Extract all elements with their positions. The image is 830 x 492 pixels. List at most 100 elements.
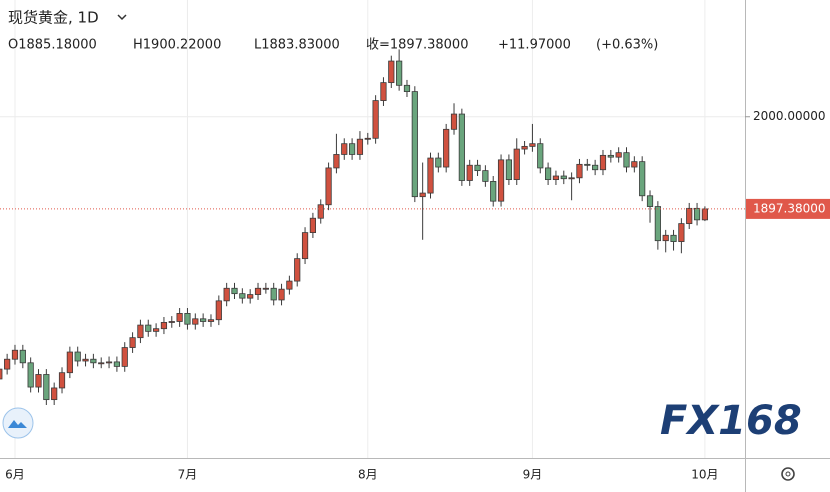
candle-body bbox=[27, 362, 34, 388]
candle-body bbox=[152, 328, 160, 332]
candle-body bbox=[247, 294, 254, 299]
candle-body bbox=[98, 362, 105, 365]
x-tick-label: 8月 bbox=[358, 468, 378, 482]
candle-body bbox=[309, 217, 317, 233]
candle-body bbox=[458, 113, 465, 181]
candle-body bbox=[4, 358, 11, 370]
candle-body bbox=[0, 368, 3, 380]
candle-body bbox=[450, 113, 458, 130]
candle-body bbox=[372, 100, 379, 139]
candle-body bbox=[184, 313, 191, 325]
watermark: FX168 bbox=[660, 398, 802, 444]
candle-body bbox=[35, 374, 42, 388]
candle-body bbox=[333, 154, 340, 169]
ohlc-low: L1883.83000 bbox=[254, 38, 340, 53]
candle-body bbox=[474, 164, 481, 172]
candle-body bbox=[529, 143, 536, 147]
candle-body bbox=[592, 164, 599, 171]
candle-body bbox=[66, 351, 73, 374]
candle-body bbox=[168, 321, 175, 323]
candle-body bbox=[82, 358, 89, 362]
candle-body bbox=[207, 319, 215, 322]
candle-body bbox=[364, 137, 371, 140]
candle-body bbox=[192, 318, 199, 325]
candle-body bbox=[497, 159, 505, 202]
candle-body bbox=[552, 175, 560, 181]
candle-body bbox=[43, 374, 50, 401]
ohlc-change: +11.97000 bbox=[498, 38, 571, 53]
candle-body bbox=[51, 387, 58, 401]
symbol-title[interactable]: 现货黄金, 1D bbox=[8, 9, 99, 27]
candle-body bbox=[443, 128, 450, 168]
candle-body bbox=[545, 167, 552, 181]
candle-body bbox=[490, 181, 497, 202]
x-tick-label: 9月 bbox=[523, 468, 543, 482]
candle-body bbox=[348, 143, 356, 155]
candle-body bbox=[317, 204, 324, 219]
candle-body bbox=[121, 347, 128, 367]
candle-body bbox=[90, 358, 97, 364]
candle-body bbox=[137, 324, 144, 339]
candle-body bbox=[482, 170, 489, 182]
candle-body bbox=[270, 287, 277, 301]
candle-body bbox=[576, 163, 583, 179]
candle-body bbox=[239, 293, 246, 299]
settings-icon[interactable] bbox=[781, 467, 795, 481]
candle-body bbox=[254, 287, 262, 295]
logo-circle bbox=[2, 407, 34, 439]
candle-body bbox=[568, 177, 575, 180]
candle-body bbox=[615, 152, 622, 158]
candle-body bbox=[105, 361, 113, 364]
candle-body bbox=[411, 91, 418, 198]
candle-body bbox=[639, 161, 646, 197]
candle-body bbox=[435, 157, 442, 168]
candle-body bbox=[584, 163, 591, 166]
candle-body bbox=[505, 159, 513, 181]
last-price-badge bbox=[746, 198, 830, 219]
candle-body bbox=[11, 349, 19, 360]
ohlc-close: 收=1897.38000 bbox=[366, 38, 468, 53]
gear-ring[interactable] bbox=[781, 467, 795, 481]
candle-body bbox=[294, 258, 301, 282]
candle-body bbox=[74, 351, 81, 362]
candle-body bbox=[599, 154, 607, 171]
last-price-label: 1897.38000 bbox=[753, 201, 826, 215]
ohlc-open: O1885.18000 bbox=[8, 38, 97, 53]
candle-body bbox=[537, 143, 544, 169]
x-tick-label: 10月 bbox=[691, 468, 718, 482]
candle-body bbox=[231, 287, 238, 295]
candle-body bbox=[19, 349, 26, 364]
grid bbox=[0, 0, 745, 458]
candle-body bbox=[693, 207, 701, 221]
dropdown-chevron[interactable] bbox=[117, 14, 127, 21]
candle-body bbox=[654, 206, 661, 242]
candle-body bbox=[388, 60, 395, 84]
candle-body bbox=[200, 318, 207, 322]
x-tick-label: 6月 bbox=[5, 468, 25, 482]
candle-body bbox=[623, 152, 630, 168]
candle-body bbox=[678, 223, 685, 242]
gear-hub[interactable] bbox=[785, 471, 791, 477]
candle-body bbox=[686, 207, 693, 225]
candle-body bbox=[427, 157, 434, 194]
candle-body bbox=[521, 145, 528, 150]
candle-body bbox=[403, 84, 411, 93]
candle-body bbox=[380, 82, 387, 101]
candle-body bbox=[129, 337, 136, 348]
candle-body bbox=[262, 287, 269, 290]
candle-body bbox=[113, 361, 120, 367]
candle-body bbox=[646, 195, 654, 207]
candle-body bbox=[356, 138, 364, 155]
logo bbox=[2, 407, 34, 439]
candle-body bbox=[215, 300, 222, 321]
candle-body bbox=[176, 313, 183, 322]
candle-body bbox=[560, 175, 567, 180]
candle-body bbox=[670, 234, 677, 242]
x-tick-label: 7月 bbox=[178, 468, 198, 482]
candle-body bbox=[701, 208, 709, 221]
ohlc-high: H1900.22000 bbox=[133, 38, 221, 53]
logo-shape bbox=[8, 420, 27, 428]
candles bbox=[0, 49, 709, 406]
